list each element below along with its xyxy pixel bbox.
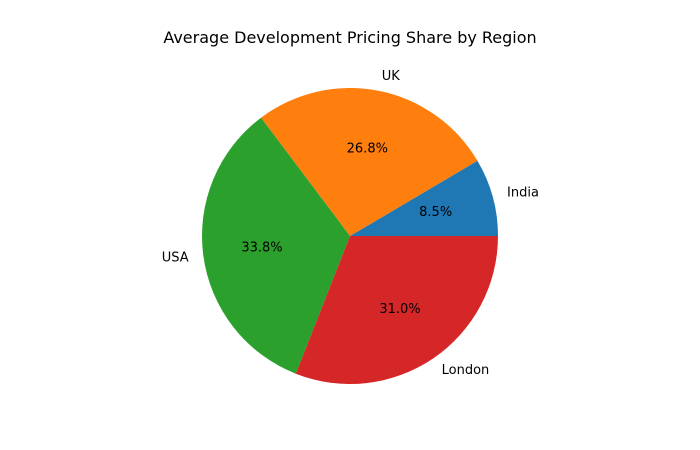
pie-slice-uk bbox=[261, 88, 478, 236]
percent-label-usa: 33.8% bbox=[241, 240, 282, 255]
pie-slice-india bbox=[350, 160, 498, 236]
pie-slice-london bbox=[295, 236, 498, 384]
category-label-uk: UK bbox=[382, 69, 401, 84]
chart-title: Average Development Pricing Share by Reg… bbox=[163, 28, 536, 47]
category-labels: India UK USA London bbox=[162, 69, 539, 378]
category-label-usa: USA bbox=[162, 250, 189, 265]
pie-slices bbox=[202, 88, 498, 384]
category-label-india: India bbox=[507, 186, 539, 201]
percent-label-india: 8.5% bbox=[419, 205, 452, 220]
category-label-london: London bbox=[442, 363, 490, 378]
percent-label-london: 31.0% bbox=[379, 302, 420, 317]
percent-label-uk: 26.8% bbox=[347, 141, 388, 156]
pie-slice-usa bbox=[202, 117, 350, 374]
percent-labels: 8.5% 26.8% 33.8% 31.0% bbox=[241, 141, 452, 317]
